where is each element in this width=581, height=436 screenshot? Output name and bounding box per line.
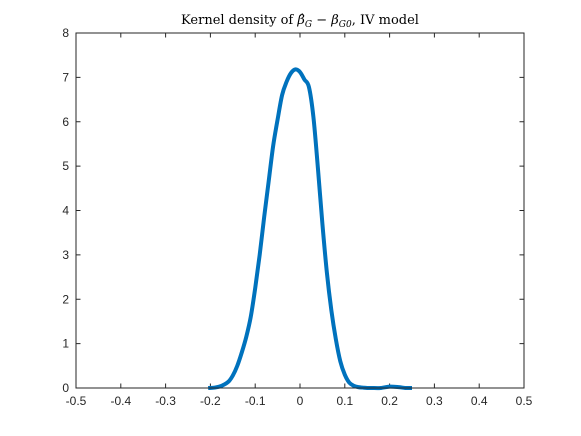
title-beta: β [330,13,339,28]
y-tick-label: 1 [62,337,69,351]
title-prefix: Kernel density of [181,13,297,28]
x-tick-label: -0.1 [245,394,266,408]
y-tick-label: 7 [62,70,69,84]
x-tick-label: 0.3 [426,394,443,408]
title-sub-g: G [305,20,312,30]
x-tick-label: 0.5 [516,394,533,408]
chart-title: Kernel density of β̂G − βG0, IV model [181,13,419,30]
tick-labels: -0.5 -0.4 -0.3 -0.2 -0.1 0 0.1 0.2 0.3 0.4 0.5 0 1 2 3… [62,26,532,408]
y-tick-label: 2 [62,292,69,306]
plot-area [76,33,524,388]
x-tick-label: 0.4 [471,394,488,408]
y-tick-label: 5 [62,159,69,173]
x-tick-label: -0.4 [110,394,131,408]
title-beta-hat: β̂ [296,13,305,28]
y-tick-label: 8 [62,26,69,40]
x-tick-label: -0.2 [200,394,221,408]
x-tick-label: 0.1 [336,394,353,408]
axes-box [75,32,525,389]
y-tick-label: 3 [62,248,69,262]
title-sub-g0: G0 [339,20,352,30]
x-tick-label: 0.2 [381,394,398,408]
x-tick-label: -0.5 [66,394,87,408]
title-suffix: , IV model [352,13,419,28]
y-tick-label: 6 [62,115,69,129]
title-minus: − [312,13,331,28]
x-tick-label: 0 [297,394,304,408]
y-tick-label: 4 [62,204,69,218]
y-tick-label: 0 [62,381,69,395]
x-tick-label: -0.3 [155,394,176,408]
